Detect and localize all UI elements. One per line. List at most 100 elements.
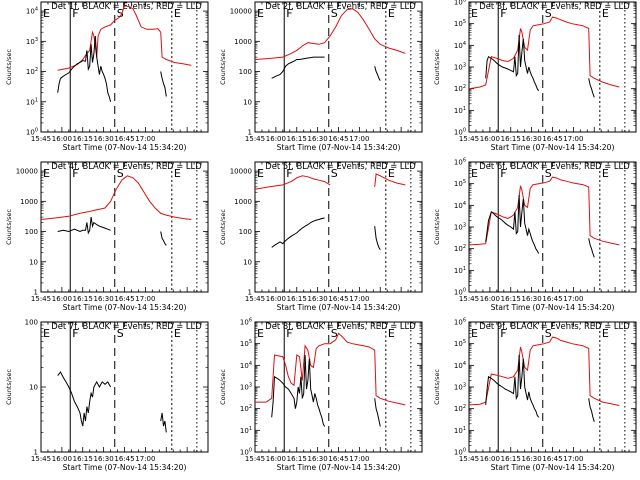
event-marker-label: S xyxy=(331,327,338,340)
x-tick-label: 16:45 xyxy=(542,455,562,463)
x-axis-label: Start Time (07-Nov-14 15:34:20) xyxy=(491,303,615,312)
y-tick-label: 10 xyxy=(29,258,38,266)
x-axis-label: Start Time (07-Nov-14 15:34:20) xyxy=(491,143,615,152)
x-tick-label: 17:00 xyxy=(135,135,155,143)
event-marker-label: F xyxy=(286,327,292,340)
detector-panel-4: Det 4f, BLACK = Events, RED = LLD Counts/… xyxy=(5,161,209,312)
y-tick-label: 102 xyxy=(454,244,466,253)
y-tick-label: 103 xyxy=(26,37,38,46)
x-tick-label: 16:15 xyxy=(287,295,307,303)
x-tick-label: 17:00 xyxy=(563,295,583,303)
y-axis-label: Counts/sec xyxy=(219,369,227,405)
x-tick-label: 17:00 xyxy=(349,295,369,303)
series-line-lld xyxy=(57,5,192,71)
x-tick-label: 16:30 xyxy=(308,455,328,463)
plot-frame xyxy=(40,1,209,133)
event-marker-label: E xyxy=(602,7,609,20)
x-tick-label: 16:15 xyxy=(73,295,93,303)
y-tick-label: 102 xyxy=(454,84,466,93)
event-marker-label: F xyxy=(500,327,506,340)
y-tick-label: 106 xyxy=(240,318,252,327)
x-tick-label: 15:45 xyxy=(245,295,265,303)
y-tick-label: 101 xyxy=(454,106,466,115)
plot-frame xyxy=(468,161,637,293)
x-tick-label: 16:30 xyxy=(308,295,328,303)
event-marker-label: E xyxy=(174,327,181,340)
y-tick-label: 103 xyxy=(454,383,466,392)
series-line-events xyxy=(271,56,325,79)
y-tick-label: 101 xyxy=(454,426,466,435)
series-line-events xyxy=(588,398,595,422)
x-tick-label: 16:00 xyxy=(52,135,72,143)
y-tick-label: 100 xyxy=(454,448,466,457)
chart-title: Det 7f, BLACK = Events, RED = LLD xyxy=(51,321,201,331)
x-axis-label: Start Time (07-Nov-14 15:34:20) xyxy=(63,463,187,472)
x-tick-label: 16:00 xyxy=(266,295,286,303)
y-tick-label: 104 xyxy=(240,361,252,370)
series-line-lld xyxy=(255,332,406,406)
y-tick-label: 100 xyxy=(25,228,38,236)
y-axis-label: Counts/sec xyxy=(433,369,441,405)
x-tick-label: 16:00 xyxy=(52,455,72,463)
x-tick-label: 15:45 xyxy=(459,135,479,143)
y-tick-label: 105 xyxy=(454,339,466,348)
series-line-lld xyxy=(469,336,620,406)
event-marker-label: S xyxy=(117,7,124,20)
y-tick-label: 104 xyxy=(454,41,466,50)
x-tick-label: 16:30 xyxy=(94,135,114,143)
event-marker-label: E xyxy=(602,327,609,340)
x-tick-label: 17:00 xyxy=(563,135,583,143)
x-tick-label: 16:30 xyxy=(522,135,542,143)
event-marker-label: F xyxy=(72,167,78,180)
x-tick-label: 16:00 xyxy=(480,455,500,463)
series-line-events xyxy=(374,226,381,250)
y-tick-label: 104 xyxy=(454,201,466,210)
event-marker-label: E xyxy=(602,167,609,180)
chart-title: Det 2f, BLACK = Events, RED = LLD xyxy=(265,1,415,11)
y-tick-label: 100 xyxy=(239,68,252,76)
chart-title: Det 9f, BLACK = Events, RED = LLD xyxy=(479,321,629,331)
x-tick-label: 16:45 xyxy=(328,455,348,463)
y-tick-label: 10 xyxy=(29,384,38,392)
y-tick-label: 103 xyxy=(240,383,252,392)
plot-frame xyxy=(254,161,423,293)
series-line-events xyxy=(57,35,112,102)
x-tick-label: 15:45 xyxy=(31,455,51,463)
series-line-lld xyxy=(255,8,406,60)
event-marker-label: S xyxy=(331,167,338,180)
series-line-lld xyxy=(41,175,192,220)
y-tick-label: 105 xyxy=(454,179,466,188)
series-line-events xyxy=(57,217,111,235)
chart-title: Det 8f, BLACK = Events, RED = LLD xyxy=(265,321,415,331)
x-tick-label: 15:45 xyxy=(31,295,51,303)
y-tick-label: 101 xyxy=(26,97,38,106)
y-tick-label: 1 xyxy=(248,289,252,297)
y-tick-label: 103 xyxy=(454,223,466,232)
y-tick-label: 100 xyxy=(454,128,466,137)
series-line-lld xyxy=(374,173,406,187)
x-axis-label: Start Time (07-Nov-14 15:34:20) xyxy=(277,463,401,472)
x-tick-label: 17:00 xyxy=(349,135,369,143)
x-tick-label: 16:45 xyxy=(542,295,562,303)
event-marker-label: E xyxy=(388,167,395,180)
detector-panel-8: Det 8f, BLACK = Events, RED = LLD Counts/… xyxy=(219,318,423,472)
event-marker-label: E xyxy=(388,327,395,340)
detector-panel-6: Det 6f, BLACK = Events, RED = LLD Counts/… xyxy=(433,158,637,312)
plot-frame xyxy=(254,321,423,453)
y-tick-label: 101 xyxy=(454,266,466,275)
y-tick-label: 106 xyxy=(454,318,466,327)
x-tick-label: 16:15 xyxy=(73,135,93,143)
series-line-events xyxy=(57,371,112,427)
x-axis-label: Start Time (07-Nov-14 15:34:20) xyxy=(277,143,401,152)
series-line-events xyxy=(374,398,381,427)
y-tick-label: 101 xyxy=(240,426,252,435)
event-marker-label: S xyxy=(117,167,124,180)
event-marker-label: S xyxy=(117,327,124,340)
y-tick-label: 1000 xyxy=(234,38,252,46)
x-axis-label: Start Time (07-Nov-14 15:34:20) xyxy=(277,303,401,312)
y-axis-label: Counts/sec xyxy=(219,209,227,245)
y-tick-label: 104 xyxy=(26,7,38,16)
series-line-lld xyxy=(469,16,620,90)
y-tick-label: 105 xyxy=(454,19,466,28)
